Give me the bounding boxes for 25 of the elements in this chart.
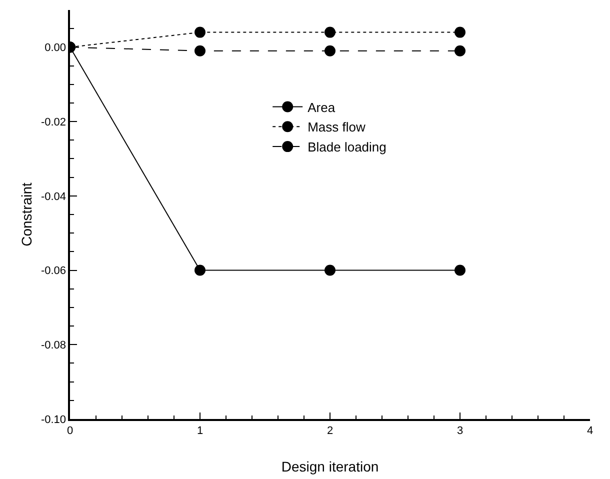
x-tick-label: 1 (196, 424, 204, 437)
y-tick-label: -0.02 (40, 116, 66, 128)
point (194, 26, 206, 38)
point (324, 26, 336, 38)
x-axis-title: Design iteration (281, 458, 379, 474)
y-tick-label: 0.00 (44, 42, 66, 54)
point (324, 264, 336, 276)
point (454, 45, 466, 56)
x-tick-label: 0 (66, 424, 74, 437)
point (454, 26, 466, 38)
point (194, 45, 206, 56)
legend-label: Area (308, 100, 336, 115)
legend-label: Mass flow (308, 120, 366, 135)
y-tick-label: -0.10 (40, 414, 66, 426)
y-tick-label: -0.08 (40, 339, 66, 352)
point (194, 264, 206, 276)
point (324, 45, 336, 56)
x-tick-label: 2 (326, 424, 334, 437)
y-tick-label: -0.04 (40, 190, 66, 203)
x-tick-label: 3 (456, 424, 464, 437)
legend-label: Blade loading (308, 140, 386, 155)
point (454, 264, 466, 276)
y-axis-title: Constraint (18, 182, 34, 246)
x-tick-label: 4 (586, 424, 594, 437)
y-tick-label: -0.06 (40, 265, 66, 278)
